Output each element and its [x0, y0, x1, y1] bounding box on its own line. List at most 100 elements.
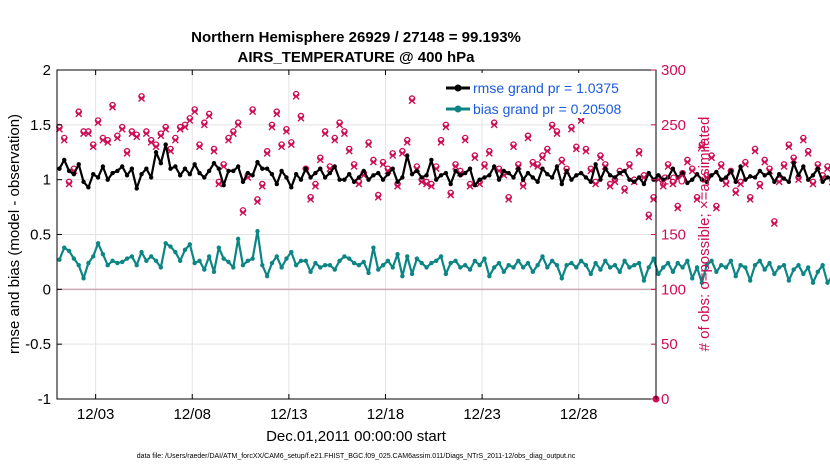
bias-point-126 — [666, 261, 670, 265]
rmse-point-96 — [521, 177, 525, 181]
rmse-point-20 — [154, 150, 158, 154]
bias-point-40 — [250, 256, 254, 260]
bias-point-10 — [106, 263, 110, 267]
bias-point-158 — [820, 263, 824, 267]
x-tick-label-4: 12/23 — [463, 406, 501, 423]
rmse-point-34 — [221, 183, 225, 187]
rmse-point-54 — [318, 167, 322, 171]
bias-point-43 — [265, 274, 269, 278]
bias-point-81 — [448, 261, 452, 265]
bias-point-88 — [482, 256, 486, 260]
rmse-point-7 — [91, 172, 95, 176]
y-axis-right-label: # of obs: o=possible; ×=assimilated — [696, 117, 713, 352]
bias-point-137 — [719, 263, 723, 267]
bias-point-82 — [453, 259, 457, 263]
bias-point-73 — [410, 272, 414, 276]
rmse-point-158 — [820, 180, 824, 184]
rmse-point-136 — [714, 170, 718, 174]
y-right-tick-label-0: 300 — [661, 62, 686, 79]
rmse-point-1 — [62, 158, 66, 162]
bias-point-34 — [221, 256, 225, 260]
bias-point-41 — [255, 229, 259, 233]
rmse-point-148 — [772, 180, 776, 184]
rmse-point-4 — [77, 162, 81, 166]
bias-point-69 — [391, 265, 395, 269]
bias-point-95 — [516, 259, 520, 263]
rmse-point-80 — [444, 171, 448, 175]
legend: rmse grand pr = 1.0375 bias grand pr = 0… — [441, 73, 654, 118]
rmse-point-30 — [202, 175, 206, 179]
bias-point-56 — [328, 263, 332, 267]
rmse-point-31 — [207, 169, 211, 173]
rmse-point-40 — [250, 173, 254, 177]
rmse-point-90 — [492, 164, 496, 168]
rmse-point-146 — [762, 173, 766, 177]
bias-point-90 — [492, 265, 496, 269]
bias-point-146 — [762, 267, 766, 271]
bias-point-157 — [816, 270, 820, 274]
footer-data-file: data file: /Users/raeder/DAI/ATM_forcXX/… — [137, 453, 576, 460]
rmse-point-53 — [313, 171, 317, 175]
bias-point-142 — [743, 265, 747, 269]
bias-point-78 — [434, 259, 438, 263]
y-right-tick-label-3: 150 — [661, 227, 686, 244]
bias-point-53 — [313, 261, 317, 265]
bias-point-0 — [57, 258, 61, 262]
rmse-point-14 — [125, 173, 129, 177]
bias-point-65 — [371, 245, 375, 249]
y-left-tick-label-6: -1 — [38, 391, 51, 408]
bias-point-57 — [333, 267, 337, 271]
rmse-point-27 — [188, 172, 192, 176]
rmse-point-71 — [400, 175, 404, 179]
rmse-point-143 — [748, 174, 752, 178]
bias-point-27 — [188, 242, 192, 246]
rmse-point-92 — [502, 169, 506, 173]
bias-point-148 — [772, 272, 776, 276]
rmse-point-139 — [729, 169, 733, 173]
y-right-tick-label-2: 200 — [661, 172, 686, 189]
bias-point-113 — [603, 259, 607, 263]
rmse-point-67 — [381, 177, 385, 181]
bias-point-74 — [415, 256, 419, 260]
bias-point-152 — [791, 267, 795, 271]
y-left-tick-label-3: 0.5 — [30, 227, 51, 244]
chart-title-line2: AIRS_TEMPERATURE @ 400 hPa — [238, 49, 476, 66]
rmse-point-112 — [598, 177, 602, 181]
rmse-point-118 — [627, 177, 631, 181]
bias-point-15 — [130, 254, 134, 258]
rmse-point-149 — [777, 172, 781, 176]
bias-point-60 — [347, 256, 351, 260]
rmse-point-101 — [545, 172, 549, 176]
bias-point-39 — [246, 259, 250, 263]
bias-point-18 — [144, 259, 148, 263]
bias-point-31 — [207, 254, 211, 258]
bias-point-71 — [400, 274, 404, 278]
bias-point-8 — [96, 241, 100, 245]
rmse-point-61 — [352, 180, 356, 184]
bias-point-140 — [734, 274, 738, 278]
bias-series-line — [59, 231, 830, 302]
bias-point-36 — [231, 265, 235, 269]
rmse-point-36 — [231, 169, 235, 173]
rmse-point-32 — [212, 161, 216, 165]
bias-point-33 — [217, 245, 221, 249]
rmse-point-121 — [642, 182, 646, 186]
bias-point-64 — [366, 271, 370, 275]
rmse-point-138 — [724, 175, 728, 179]
bias-point-92 — [502, 270, 506, 274]
bias-point-61 — [352, 261, 356, 265]
rmse-point-151 — [787, 180, 791, 184]
bias-point-125 — [661, 265, 665, 269]
legend-label-rmse: rmse grand pr = 1.0375 — [473, 80, 619, 96]
rmse-point-131 — [690, 177, 694, 181]
rmse-point-147 — [767, 171, 771, 175]
bias-point-144 — [753, 263, 757, 267]
rmse-point-60 — [347, 172, 351, 176]
rmse-point-157 — [816, 167, 820, 171]
bias-point-156 — [811, 281, 815, 285]
rmse-point-39 — [246, 171, 250, 175]
rmse-point-38 — [241, 180, 245, 184]
rmse-point-8 — [96, 175, 100, 179]
bias-point-72 — [405, 254, 409, 258]
